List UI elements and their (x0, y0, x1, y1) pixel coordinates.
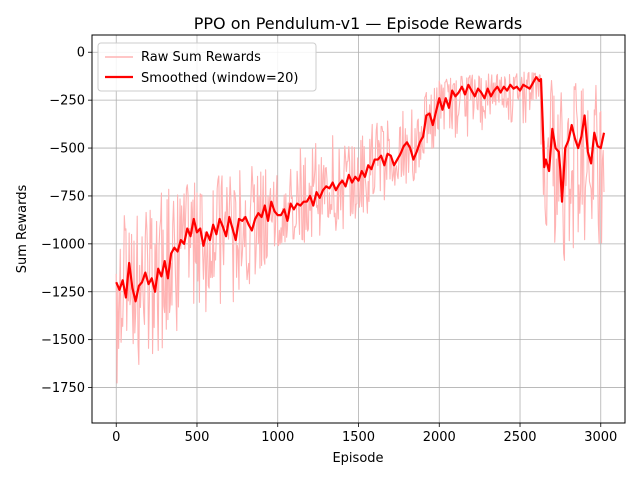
legend-raw-label: Raw Sum Rewards (141, 50, 261, 65)
legend-smoothed-label: Smoothed (window=20) (141, 71, 298, 86)
x-tick-label: 2500 (503, 430, 536, 445)
smoothed-series-layer (115, 76, 606, 303)
y-tick-label: 0 (77, 46, 85, 61)
x-tick-label: 1500 (342, 430, 375, 445)
y-axis-label: Sum Rewards (15, 185, 30, 274)
y-tick-label: −1500 (41, 333, 85, 348)
x-tick-label: 1000 (261, 430, 294, 445)
y-tick-label: −1000 (41, 237, 85, 252)
y-tick-label: −750 (49, 189, 85, 204)
x-tick-label: 2000 (423, 430, 456, 445)
x-tick-label: 500 (185, 430, 210, 445)
chart-title: PPO on Pendulum-v1 — Episode Rewards (194, 14, 523, 33)
x-axis-label: Episode (332, 451, 383, 466)
raw-sum-rewards-line (115, 71, 605, 384)
x-tick-label: 3000 (584, 430, 617, 445)
legend: Raw Sum Rewards Smoothed (window=20) (97, 42, 317, 92)
axis-ticks: 0 500 1000 1500 2000 2500 3000 0 −250 −500 −750 −10… (41, 46, 617, 445)
y-tick-label: −1250 (41, 285, 85, 300)
y-tick-label: −250 (49, 94, 85, 109)
smoothed-rewards-line (115, 76, 606, 303)
legend-box (97, 42, 317, 92)
y-tick-label: −1750 (41, 381, 85, 396)
x-tick-label: 0 (112, 430, 120, 445)
y-tick-label: −500 (49, 142, 85, 157)
raw-series-layer (115, 71, 605, 384)
